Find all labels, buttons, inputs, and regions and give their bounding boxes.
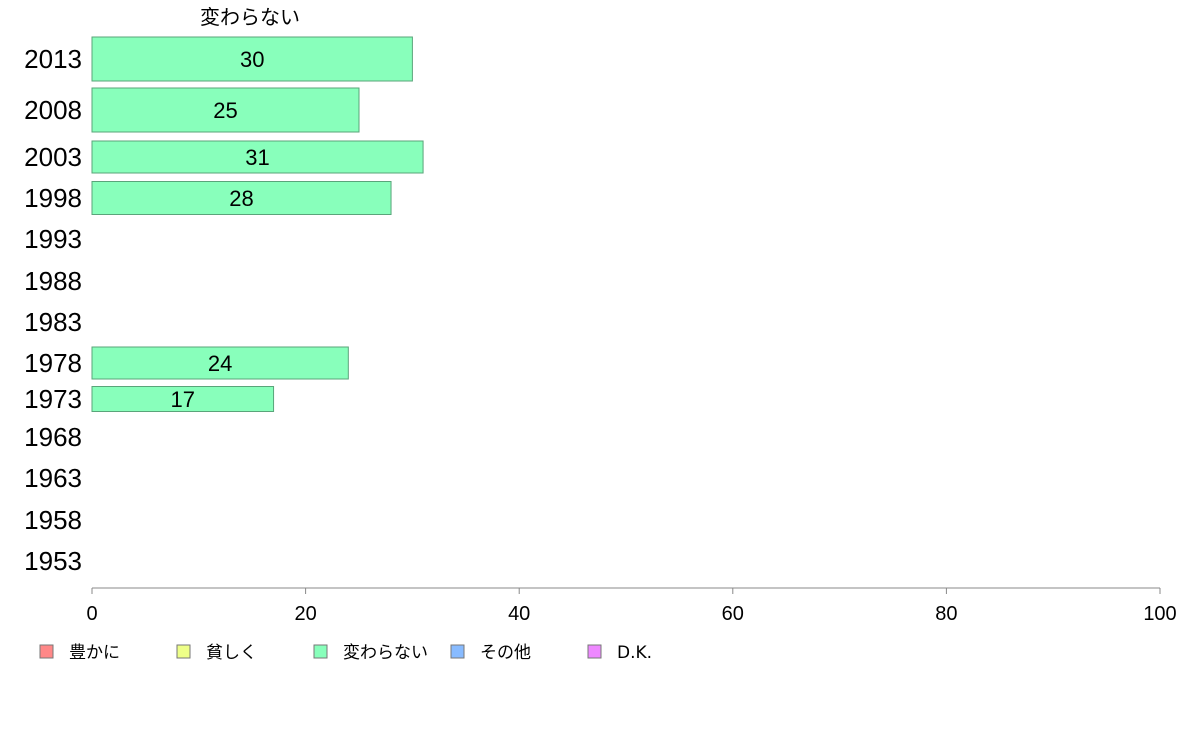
legend-swatch-2 [313,644,328,659]
data-label-2008: 25 [213,98,237,123]
bars-layer: 30 25 31 28 24 17 [91,36,424,412]
bar-2003 [91,140,424,174]
category-label-1998: 1998 [24,183,82,213]
category-label-2003: 2003 [24,142,82,172]
data-label-2003: 31 [245,145,269,170]
bar-1973 [91,386,275,412]
x-axis: 0 20 40 60 80 100 [86,587,1177,625]
category-label-1953: 1953 [24,546,82,576]
category-label-1978: 1978 [24,348,82,378]
legend-label-2: 変わらない [343,643,428,663]
bar-1978 [91,346,349,380]
x-tick-label-20: 20 [294,603,316,625]
x-tick-label-60: 60 [722,603,744,625]
category-label-1963: 1963 [24,463,82,493]
data-label-1973: 17 [171,387,195,412]
category-label-2008: 2008 [24,95,82,125]
bar-2008 [91,87,360,133]
x-tick-label-0: 0 [86,603,97,625]
x-tick-label-100: 100 [1143,603,1176,625]
category-labels: 2013 2008 2003 1998 1993 1988 1983 1978 1973 1968… [24,44,82,576]
chart-title: 変わらない [200,5,300,29]
category-label-1983: 1983 [24,307,82,337]
legend-label-4: D.K. [617,643,652,663]
legend-label-3: その他 [480,643,531,663]
x-tick-label-40: 40 [508,603,530,625]
category-label-1973: 1973 [24,384,82,414]
x-tick-label-80: 80 [935,603,957,625]
category-label-1993: 1993 [24,224,82,254]
data-label-2013: 30 [240,47,264,72]
data-label-1998: 28 [229,186,253,211]
bar-1998 [91,181,392,215]
legend: 豊かに 貧しく 変わらない その他 D.K. [39,643,652,663]
category-label-2013: 2013 [24,44,82,74]
category-label-1988: 1988 [24,266,82,296]
legend-swatch-1 [176,644,191,659]
legend-swatch-0 [39,644,54,659]
legend-label-1: 貧しく [206,643,257,663]
category-label-1958: 1958 [24,505,82,535]
data-label-1978: 24 [208,351,232,376]
legend-swatch-4 [587,644,602,659]
bar-2013 [91,36,413,82]
category-label-1968: 1968 [24,422,82,452]
legend-swatch-3 [450,644,465,659]
legend-label-0: 豊かに [69,643,120,663]
